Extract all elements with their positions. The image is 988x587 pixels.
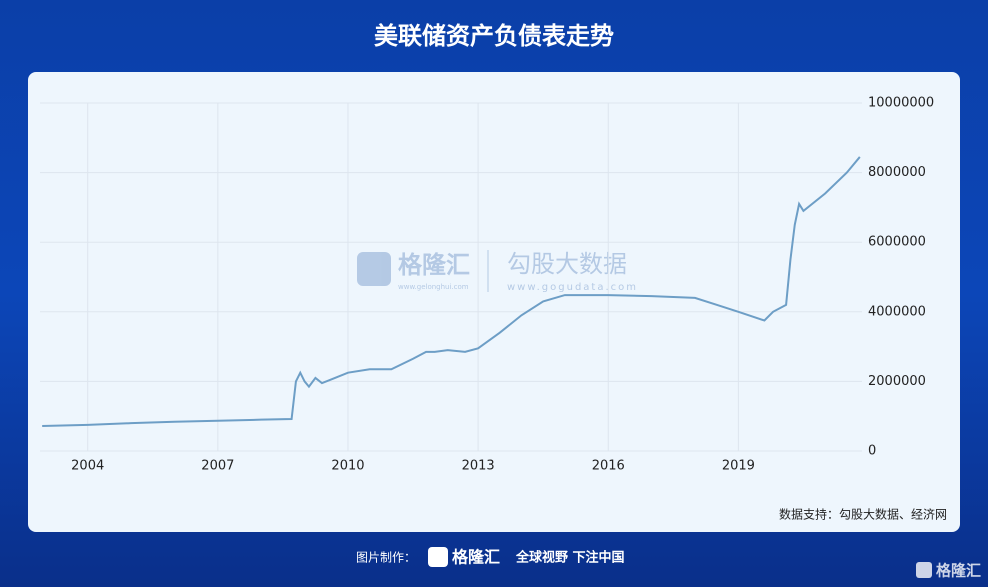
watermark-product: 勾股大数据 <box>507 250 627 278</box>
corner-logo <box>916 562 932 578</box>
watermark-url: www.gogudata.com <box>507 282 638 293</box>
y-tick-label: 8000000 <box>868 165 926 180</box>
footer-slogan: 全球视野 下注中国 <box>515 550 625 566</box>
y-tick-label: 10000000 <box>868 96 934 111</box>
data-line <box>42 156 861 427</box>
y-tick-label: 0 <box>868 444 876 459</box>
footer-brand: 格隆汇 <box>452 548 500 567</box>
x-tick-label: 2007 <box>201 459 234 474</box>
watermark-brand: 格隆汇 <box>398 251 470 279</box>
x-tick-label: 2019 <box>722 459 755 474</box>
footer-logo <box>428 547 448 567</box>
card <box>28 72 960 532</box>
y-tick-label: 4000000 <box>868 304 926 319</box>
x-tick-label: 2016 <box>592 459 625 474</box>
watermark-logo <box>357 252 391 286</box>
y-tick-label: 2000000 <box>868 374 926 389</box>
source: 数据支持：勾股大数据、经济网 <box>779 507 947 522</box>
watermark: 格隆汇 www.gelonghui.com 勾股大数据 www.gogudata… <box>357 250 638 293</box>
x-tick-label: 2004 <box>71 459 104 474</box>
watermark-url: www.gelonghui.com <box>398 283 469 291</box>
chart-title: 美联储资产负债表走势 <box>374 22 614 50</box>
x-tick-label: 2013 <box>462 459 495 474</box>
corner-brand: 格隆汇 <box>936 562 981 580</box>
x-tick-label: 2010 <box>331 459 364 474</box>
footer-label: 图片制作： <box>356 551 416 565</box>
y-tick-label: 6000000 <box>868 235 926 250</box>
